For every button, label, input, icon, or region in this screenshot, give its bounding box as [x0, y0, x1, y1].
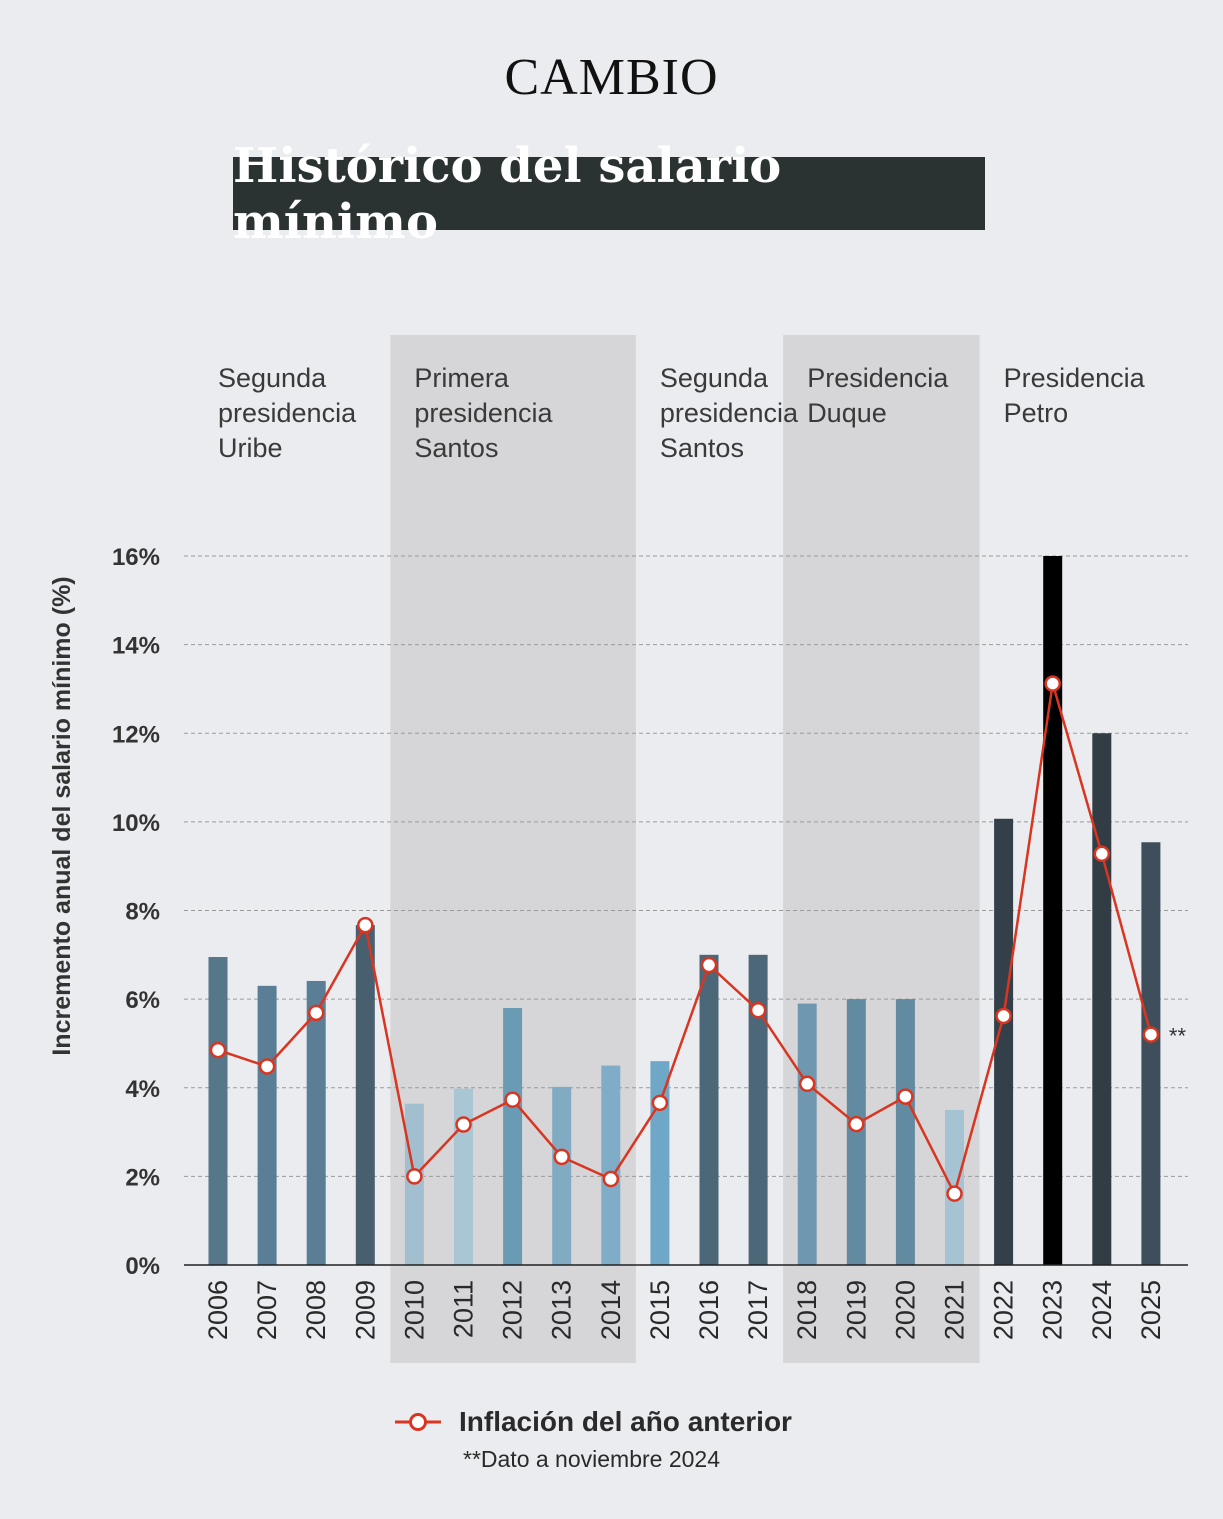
bar-2023: [1043, 556, 1063, 1265]
title-banner: Histórico del salario mínimo: [233, 138, 985, 250]
brand-logo: CAMBIO: [504, 49, 719, 106]
inflation-point-2013: [553, 1148, 570, 1166]
inflation-point-2007: [258, 1058, 276, 1075]
x-tick-label: 2013: [547, 1280, 577, 1340]
x-tick-label: 2011: [449, 1280, 479, 1338]
inflation-point-2024: [1093, 845, 1111, 863]
y-axis-label: Incremento anual del salario mínimo (%): [48, 576, 76, 1055]
bar-2008: [306, 980, 326, 1265]
x-tick-label: 2022: [989, 1280, 1019, 1340]
bar-2022: [994, 818, 1014, 1265]
bar-2018: [797, 1003, 817, 1265]
bar-2017: [748, 954, 768, 1265]
x-tick-label: 2014: [596, 1280, 626, 1340]
x-tick-label: 2012: [498, 1280, 528, 1340]
x-tick-label: 2010: [399, 1280, 429, 1340]
inflation-point-2022: [995, 1007, 1012, 1025]
inflation-point-2012: [504, 1091, 521, 1108]
legend-label: Inflación del año anterior: [459, 1406, 792, 1437]
inflation-point-2009: [357, 916, 374, 934]
x-tick-label: 2025: [1136, 1280, 1166, 1340]
bar-2006: [208, 957, 228, 1265]
x-tick-label: 2017: [743, 1280, 773, 1340]
chart-legend: Inflación del año anterior: [395, 1400, 792, 1444]
y-tick-label: 12%: [112, 721, 160, 748]
period-label-4-0: Presidencia: [1004, 363, 1146, 393]
period-label-0-0: Segunda: [218, 363, 327, 393]
inflation-point-2010: [406, 1168, 423, 1185]
period-label-1-0: Primera: [414, 363, 509, 393]
bar-2020: [895, 999, 915, 1265]
period-label-2-1: presidencia: [660, 398, 799, 428]
x-tick-label: 2007: [252, 1280, 282, 1340]
period-label-3-1: Duque: [807, 398, 887, 428]
period-label-1-1: presidencia: [414, 398, 553, 428]
legend-line-marker-icon: [395, 1413, 441, 1431]
x-tick-label: 2018: [792, 1280, 822, 1340]
y-tick-label: 14%: [112, 633, 160, 660]
y-tick-label: 2%: [125, 1164, 160, 1191]
footnote: **Dato a noviembre 2024: [463, 1446, 720, 1472]
bar-2007: [257, 985, 277, 1265]
period-label-0-1: presidencia: [218, 398, 357, 428]
inflation-point-2019: [848, 1115, 865, 1133]
x-tick-label: 2016: [694, 1280, 724, 1340]
annotation-asterisks: **: [1169, 1024, 1187, 1049]
inflation-point-2020: [897, 1088, 914, 1105]
period-label-1-2: Santos: [414, 433, 498, 463]
x-tick-label: 2006: [203, 1280, 233, 1340]
period-label-3-0: Presidencia: [807, 363, 949, 393]
bar-2025: [1141, 842, 1161, 1265]
inflation-point-2017: [749, 1001, 767, 1019]
bar-2024: [1092, 733, 1112, 1265]
period-label-2-0: Segunda: [660, 363, 769, 393]
inflation-point-2023: [1044, 675, 1061, 692]
inflation-point-2018: [798, 1075, 816, 1093]
x-tick-label: 2015: [645, 1280, 675, 1340]
chart-title: Histórico del salario mínimo: [233, 137, 782, 250]
inflation-point-2011: [455, 1116, 472, 1133]
x-tick-label: 2008: [301, 1280, 331, 1340]
y-tick-label: 4%: [125, 1076, 160, 1103]
bar-2009: [355, 925, 375, 1265]
inflation-point-2021: [946, 1185, 963, 1202]
x-tick-label: 2021: [940, 1280, 970, 1340]
y-tick-label: 0%: [125, 1253, 160, 1280]
bar-2016: [699, 954, 719, 1265]
x-tick-label: 2020: [890, 1280, 920, 1340]
y-tick-label: 10%: [112, 810, 160, 837]
bar-2014: [601, 1065, 621, 1265]
y-tick-label: 8%: [125, 899, 160, 926]
bar-2015: [650, 1061, 670, 1265]
inflation-point-2006: [209, 1041, 227, 1059]
x-tick-label: 2023: [1038, 1280, 1068, 1340]
y-tick-label: 6%: [125, 987, 160, 1014]
bar-2012: [503, 1007, 523, 1265]
y-tick-label: 16%: [112, 544, 160, 571]
bar-2013: [552, 1086, 572, 1265]
period-label-2-2: Santos: [660, 433, 744, 463]
period-label-0-2: Uribe: [218, 433, 283, 463]
inflation-point-2014: [602, 1170, 620, 1188]
inflation-line: [217, 682, 1153, 1195]
x-tick-label: 2009: [350, 1280, 380, 1340]
inflation-point-2025: [1142, 1026, 1160, 1043]
inflation-point-2008: [307, 1004, 325, 1022]
bar-2011: [454, 1088, 473, 1265]
inflation-point-2016: [700, 956, 718, 974]
inflation-point-2015: [651, 1094, 669, 1112]
x-tick-label: 2019: [841, 1280, 871, 1340]
period-label-4-1: Petro: [1004, 398, 1069, 428]
x-tick-label: 2024: [1087, 1280, 1117, 1340]
